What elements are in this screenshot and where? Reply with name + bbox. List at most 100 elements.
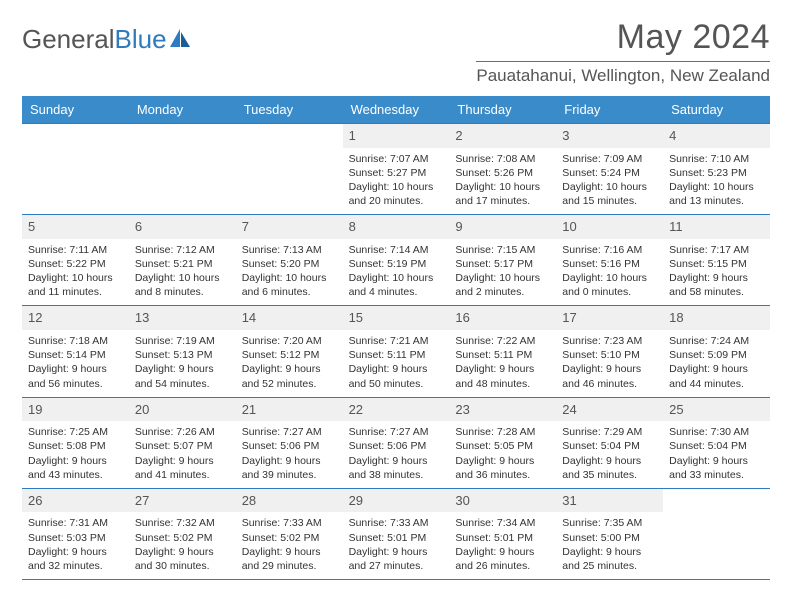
daylight-line: Daylight: 10 hours and 20 minutes. bbox=[349, 180, 444, 208]
title-month: May 2024 bbox=[476, 18, 770, 57]
day-number: 30 bbox=[449, 489, 556, 513]
sunset-line: Sunset: 5:27 PM bbox=[349, 166, 444, 180]
day-header-monday: Monday bbox=[129, 96, 236, 123]
day-header-friday: Friday bbox=[556, 96, 663, 123]
sunset-line: Sunset: 5:09 PM bbox=[669, 348, 764, 362]
day-number: 24 bbox=[556, 398, 663, 422]
calendar-cell: 6Sunrise: 7:12 AMSunset: 5:21 PMDaylight… bbox=[129, 215, 236, 305]
calendar-cell: 30 Sunrise: 7:34 AMSunset: 5:01 PMDayligh… bbox=[449, 489, 556, 579]
calendar-cell: 19Sunrise: 7:25 AMSunset: 5:08 PMDayligh… bbox=[22, 398, 129, 488]
daylight-line: Daylight: 9 hours and 44 minutes. bbox=[669, 362, 764, 390]
sunset-line: Sunset: 5:20 PM bbox=[242, 257, 337, 271]
day-number: 10 bbox=[556, 215, 663, 239]
day-number: 12 bbox=[22, 306, 129, 330]
daylight-line: Daylight: 9 hours and 43 minutes. bbox=[28, 454, 123, 482]
daylight-line: Daylight: 9 hours and 32 minutes. bbox=[28, 545, 123, 573]
calendar-cell: 11 Sunrise: 7:17 AMSunset: 5:15 PMDayligh… bbox=[663, 215, 770, 305]
sunset-line: Sunset: 5:03 PM bbox=[28, 531, 123, 545]
sunset-line: Sunset: 5:22 PM bbox=[28, 257, 123, 271]
daylight-line: Daylight: 9 hours and 52 minutes. bbox=[242, 362, 337, 390]
calendar-cell: 12Sunrise: 7:18 AMSunset: 5:14 PMDayligh… bbox=[22, 306, 129, 396]
sunset-line: Sunset: 5:24 PM bbox=[562, 166, 657, 180]
sunset-line: Sunset: 5:04 PM bbox=[669, 439, 764, 453]
calendar-cell: 16Sunrise: 7:22 AMSunset: 5:11 PMDayligh… bbox=[449, 306, 556, 396]
daylight-line: Daylight: 9 hours and 36 minutes. bbox=[455, 454, 550, 482]
day-number: 7 bbox=[236, 215, 343, 239]
week-row: 1Sunrise: 7:07 AMSunset: 5:27 PMDaylight… bbox=[22, 123, 770, 214]
calendar-cell: 8Sunrise: 7:14 AMSunset: 5:19 PMDaylight… bbox=[343, 215, 450, 305]
calendar-cell: 29Sunrise: 7:33 AMSunset: 5:01 PMDayligh… bbox=[343, 489, 450, 579]
sunset-line: Sunset: 5:01 PM bbox=[455, 531, 550, 545]
calendar-cell: 27Sunrise: 7:32 AMSunset: 5:02 PMDayligh… bbox=[129, 489, 236, 579]
sunrise-line: Sunrise: 7:09 AM bbox=[562, 152, 657, 166]
daylight-line: Daylight: 10 hours and 2 minutes. bbox=[455, 271, 550, 299]
day-number: 11 bbox=[663, 215, 770, 239]
daylight-line: Daylight: 9 hours and 58 minutes. bbox=[669, 271, 764, 299]
calendar-cell: 31Sunrise: 7:35 AMSunset: 5:00 PMDayligh… bbox=[556, 489, 663, 579]
calendar-cell bbox=[129, 124, 236, 214]
day-number: 16 bbox=[449, 306, 556, 330]
day-header-row: SundayMondayTuesdayWednesdayThursdayFrid… bbox=[22, 96, 770, 123]
sunset-line: Sunset: 5:02 PM bbox=[135, 531, 230, 545]
sunrise-line: Sunrise: 7:21 AM bbox=[349, 334, 444, 348]
sunrise-line: Sunrise: 7:26 AM bbox=[135, 425, 230, 439]
sunrise-line: Sunrise: 7:35 AM bbox=[562, 516, 657, 530]
sunset-line: Sunset: 5:00 PM bbox=[562, 531, 657, 545]
day-number: 19 bbox=[22, 398, 129, 422]
day-header-wednesday: Wednesday bbox=[343, 96, 450, 123]
calendar-cell: 4Sunrise: 7:10 AMSunset: 5:23 PMDaylight… bbox=[663, 124, 770, 214]
sunrise-line: Sunrise: 7:20 AM bbox=[242, 334, 337, 348]
title-block: May 2024 Pauatahanui, Wellington, New Ze… bbox=[476, 18, 770, 86]
sunset-line: Sunset: 5:06 PM bbox=[349, 439, 444, 453]
week-row: 5Sunrise: 7:11 AMSunset: 5:22 PMDaylight… bbox=[22, 214, 770, 305]
sunrise-line: Sunrise: 7:22 AM bbox=[455, 334, 550, 348]
day-number: 26 bbox=[22, 489, 129, 513]
calendar-cell: 20Sunrise: 7:26 AMSunset: 5:07 PMDayligh… bbox=[129, 398, 236, 488]
sunrise-line: Sunrise: 7:14 AM bbox=[349, 243, 444, 257]
day-number: 17 bbox=[556, 306, 663, 330]
sunset-line: Sunset: 5:15 PM bbox=[669, 257, 764, 271]
sunrise-line: Sunrise: 7:34 AM bbox=[455, 516, 550, 530]
sunrise-line: Sunrise: 7:19 AM bbox=[135, 334, 230, 348]
day-header-tuesday: Tuesday bbox=[236, 96, 343, 123]
day-number: 9 bbox=[449, 215, 556, 239]
title-location: Pauatahanui, Wellington, New Zealand bbox=[476, 61, 770, 86]
sunset-line: Sunset: 5:16 PM bbox=[562, 257, 657, 271]
calendar-cell: 2Sunrise: 7:08 AMSunset: 5:26 PMDaylight… bbox=[449, 124, 556, 214]
calendar-cell: 1Sunrise: 7:07 AMSunset: 5:27 PMDaylight… bbox=[343, 124, 450, 214]
daylight-line: Daylight: 10 hours and 6 minutes. bbox=[242, 271, 337, 299]
sunrise-line: Sunrise: 7:28 AM bbox=[455, 425, 550, 439]
logo-text-2: Blue bbox=[115, 24, 167, 55]
daylight-line: Daylight: 9 hours and 46 minutes. bbox=[562, 362, 657, 390]
day-number: 8 bbox=[343, 215, 450, 239]
sunset-line: Sunset: 5:07 PM bbox=[135, 439, 230, 453]
sunset-line: Sunset: 5:02 PM bbox=[242, 531, 337, 545]
day-number: 31 bbox=[556, 489, 663, 513]
day-header-saturday: Saturday bbox=[663, 96, 770, 123]
sunset-line: Sunset: 5:23 PM bbox=[669, 166, 764, 180]
day-number: 5 bbox=[22, 215, 129, 239]
daylight-line: Daylight: 9 hours and 27 minutes. bbox=[349, 545, 444, 573]
sunrise-line: Sunrise: 7:27 AM bbox=[242, 425, 337, 439]
sunrise-line: Sunrise: 7:30 AM bbox=[669, 425, 764, 439]
calendar-cell: 14Sunrise: 7:20 AMSunset: 5:12 PMDayligh… bbox=[236, 306, 343, 396]
sunrise-line: Sunrise: 7:17 AM bbox=[669, 243, 764, 257]
sunset-line: Sunset: 5:06 PM bbox=[242, 439, 337, 453]
day-number: 2 bbox=[449, 124, 556, 148]
daylight-line: Daylight: 10 hours and 0 minutes. bbox=[562, 271, 657, 299]
sunset-line: Sunset: 5:26 PM bbox=[455, 166, 550, 180]
sunrise-line: Sunrise: 7:12 AM bbox=[135, 243, 230, 257]
calendar-cell bbox=[236, 124, 343, 214]
calendar-cell: 5Sunrise: 7:11 AMSunset: 5:22 PMDaylight… bbox=[22, 215, 129, 305]
sunrise-line: Sunrise: 7:13 AM bbox=[242, 243, 337, 257]
sunrise-line: Sunrise: 7:15 AM bbox=[455, 243, 550, 257]
sunrise-line: Sunrise: 7:10 AM bbox=[669, 152, 764, 166]
daylight-line: Daylight: 9 hours and 48 minutes. bbox=[455, 362, 550, 390]
calendar-cell: 7 Sunrise: 7:13 AMSunset: 5:20 PMDaylight… bbox=[236, 215, 343, 305]
sunrise-line: Sunrise: 7:18 AM bbox=[28, 334, 123, 348]
day-number: 25 bbox=[663, 398, 770, 422]
day-header-thursday: Thursday bbox=[449, 96, 556, 123]
daylight-line: Daylight: 9 hours and 26 minutes. bbox=[455, 545, 550, 573]
day-number: 27 bbox=[129, 489, 236, 513]
daylight-line: Daylight: 9 hours and 56 minutes. bbox=[28, 362, 123, 390]
